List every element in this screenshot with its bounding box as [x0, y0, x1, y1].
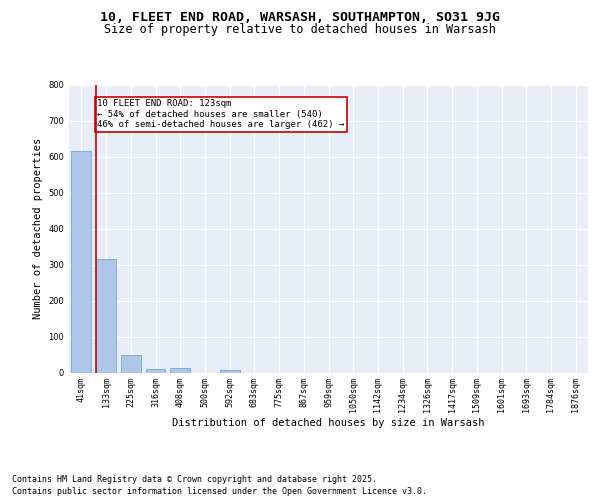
Bar [121, 354, 140, 372]
Text: Size of property relative to detached houses in Warsash: Size of property relative to detached ho… [104, 22, 496, 36]
Text: Contains public sector information licensed under the Open Government Licence v3: Contains public sector information licen… [12, 486, 427, 496]
Text: 10 FLEET END ROAD: 123sqm
← 54% of detached houses are smaller (540)
46% of semi: 10 FLEET END ROAD: 123sqm ← 54% of detac… [97, 100, 344, 129]
Text: Contains HM Land Registry data © Crown copyright and database right 2025.: Contains HM Land Registry data © Crown c… [12, 476, 377, 484]
X-axis label: Distribution of detached houses by size in Warsash: Distribution of detached houses by size … [172, 418, 485, 428]
Y-axis label: Number of detached properties: Number of detached properties [33, 138, 43, 320]
Text: 10, FLEET END ROAD, WARSASH, SOUTHAMPTON, SO31 9JG: 10, FLEET END ROAD, WARSASH, SOUTHAMPTON… [100, 11, 500, 24]
Bar [170, 368, 190, 372]
Bar [220, 370, 239, 372]
Bar [71, 151, 91, 372]
Bar [146, 369, 166, 372]
Bar [96, 259, 116, 372]
